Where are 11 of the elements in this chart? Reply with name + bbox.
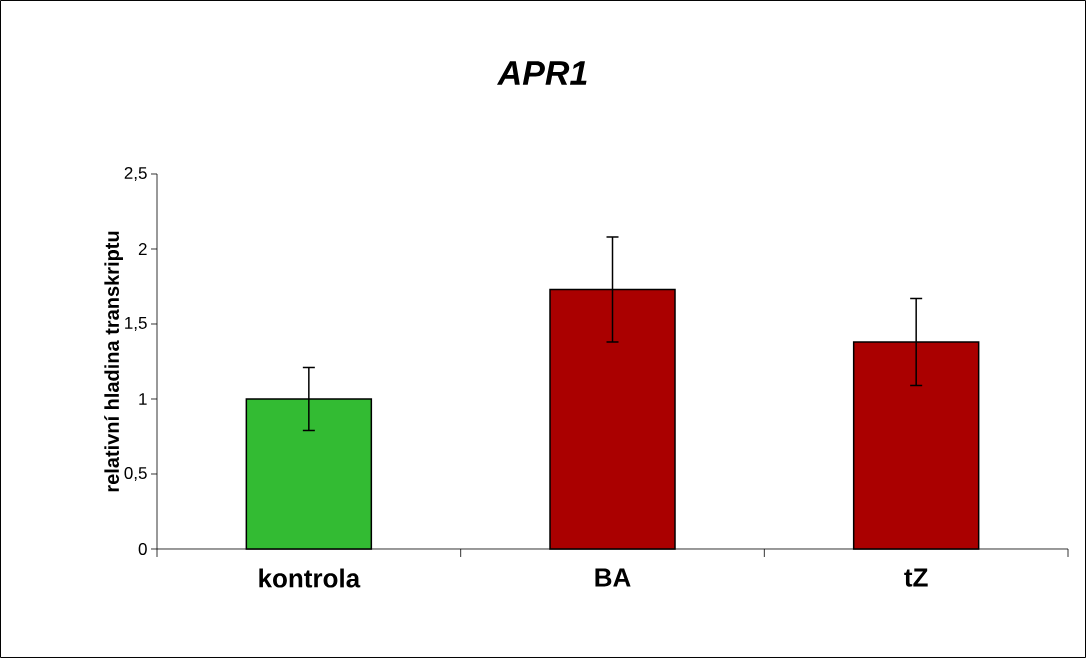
x-tick-label: tZ xyxy=(904,568,928,587)
y-axis-title: relativní hladina transkriptu xyxy=(104,231,123,492)
y-tick-label: 1,5 xyxy=(125,317,147,331)
y-tick-label: 0 xyxy=(138,542,147,556)
y-tick-label: 1 xyxy=(139,393,147,405)
y-tick-label: 2,5 xyxy=(124,166,147,182)
chart-title: APR1 xyxy=(496,61,587,85)
x-tick-label: kontrola xyxy=(259,568,361,588)
x-tick-label: BA xyxy=(595,568,631,587)
y-tick-label: 0,5 xyxy=(124,466,147,482)
y-tick-label: 2 xyxy=(138,243,147,255)
